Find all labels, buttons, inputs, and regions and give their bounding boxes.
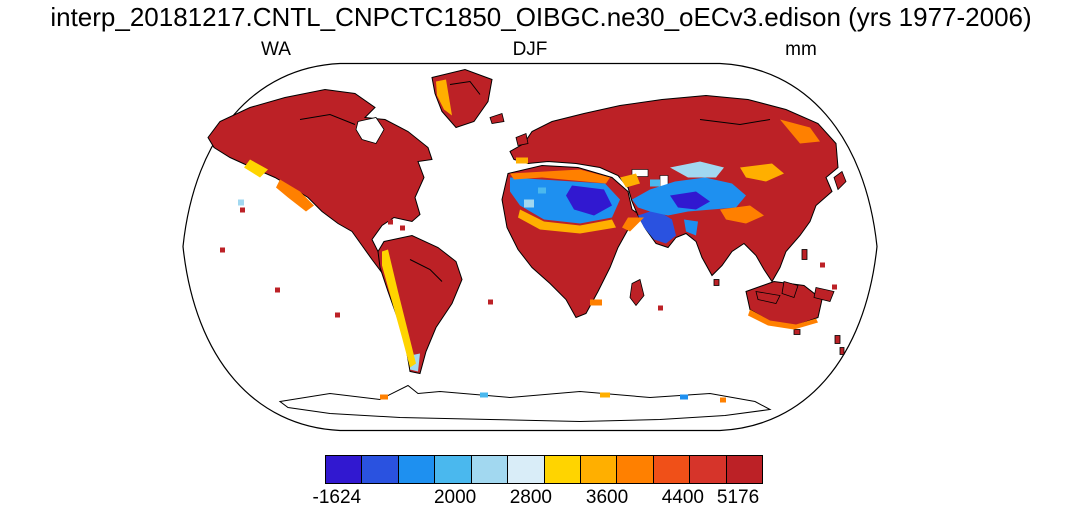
colorbar-segment — [326, 456, 363, 483]
island-iceland — [489, 112, 505, 124]
mongolia-amber — [740, 163, 784, 182]
colorbar-segment — [508, 456, 545, 483]
sahara-dark-blue — [566, 185, 612, 216]
med-coast-orange — [510, 169, 610, 184]
colorbar-tick-label: 4400 — [661, 487, 704, 508]
anatolia-amber — [620, 173, 640, 188]
rockies-orange — [276, 179, 314, 212]
colorbar-segment — [398, 456, 436, 483]
colorbar-segment — [580, 456, 618, 483]
contour-greenland — [449, 80, 481, 95]
arid-belt-overlays — [238, 161, 778, 372]
contour-amazon — [409, 259, 443, 282]
colorbar-segment — [726, 456, 763, 483]
bering-orange — [780, 119, 820, 144]
hudson-bay — [355, 117, 385, 144]
greenland-west-amber — [436, 79, 452, 116]
island-tasmania — [793, 329, 801, 335]
sahara-cyan-cell — [538, 187, 546, 194]
colorbar-segment — [653, 456, 691, 483]
map-area — [180, 58, 880, 436]
island-sri-lanka — [713, 279, 720, 286]
variable-label: WA — [261, 39, 291, 60]
island-japan — [833, 170, 847, 191]
island-uk — [515, 132, 529, 146]
colorbar-segment — [471, 456, 509, 483]
island-new-zealand-north — [834, 335, 841, 344]
iberia-amber — [516, 157, 528, 164]
south-africa-orange — [590, 299, 602, 306]
figure-title: interp_20181217.CNTL_CNPCTC1850_OIBGC.ne… — [50, 2, 1032, 32]
colorbar-segment — [617, 456, 654, 483]
contour-siberia — [699, 119, 771, 126]
transition-overlays — [244, 79, 820, 368]
colorbar — [325, 455, 763, 484]
sahara-pale-cell — [524, 199, 534, 208]
island-new-guinea — [813, 287, 835, 302]
andes-yellow — [382, 249, 416, 368]
continent-south-america — [377, 234, 463, 375]
colorbar-tick-label: 2000 — [433, 487, 477, 508]
colorbar-tick-label: 2800 — [509, 487, 552, 508]
island-sumatra-java — [755, 291, 781, 304]
contour-canada — [299, 113, 356, 125]
colorbar-segment — [435, 456, 472, 483]
colorbar-segment — [690, 456, 727, 483]
arabia-blue — [638, 209, 676, 244]
black-sea — [631, 169, 649, 177]
sahel-amber — [518, 209, 616, 234]
horn-of-africa-orange — [622, 217, 644, 232]
continent-antarctica — [278, 384, 772, 423]
kazakh-pale-blue — [670, 161, 724, 178]
colorbar-segment — [362, 456, 399, 483]
himalaya-orange — [720, 205, 764, 224]
island-new-zealand-south — [839, 347, 845, 355]
colorbar-tick-labels: -1624 2000 2800 3600 4400 5176 — [313, 487, 763, 511]
baja-pale-cell — [238, 199, 244, 206]
antarctica-coastal-cells — [380, 392, 726, 403]
australia-south-orange — [748, 309, 818, 330]
world-map — [182, 62, 878, 432]
colorbar-tick-label: -1624 — [312, 487, 362, 508]
nw-india-blue — [684, 219, 698, 236]
contour-lines — [299, 80, 771, 282]
colorbar-segment — [544, 456, 581, 483]
units-label: mm — [785, 39, 817, 60]
caspian-cyan-cell — [650, 179, 660, 187]
island-philippines — [801, 249, 808, 260]
island-borneo — [781, 280, 799, 299]
island-landmasses — [489, 112, 847, 355]
ocean-island-cells — [220, 207, 837, 318]
continent-greenland — [431, 68, 493, 129]
iran-dark-blue — [670, 191, 710, 210]
colorbar-tick-label: 3600 — [585, 487, 629, 508]
colorbar-tick-label: 5176 — [716, 487, 760, 508]
alaska-yellow — [244, 159, 268, 178]
island-madagascar — [629, 278, 645, 307]
season-label: DJF — [512, 39, 548, 60]
